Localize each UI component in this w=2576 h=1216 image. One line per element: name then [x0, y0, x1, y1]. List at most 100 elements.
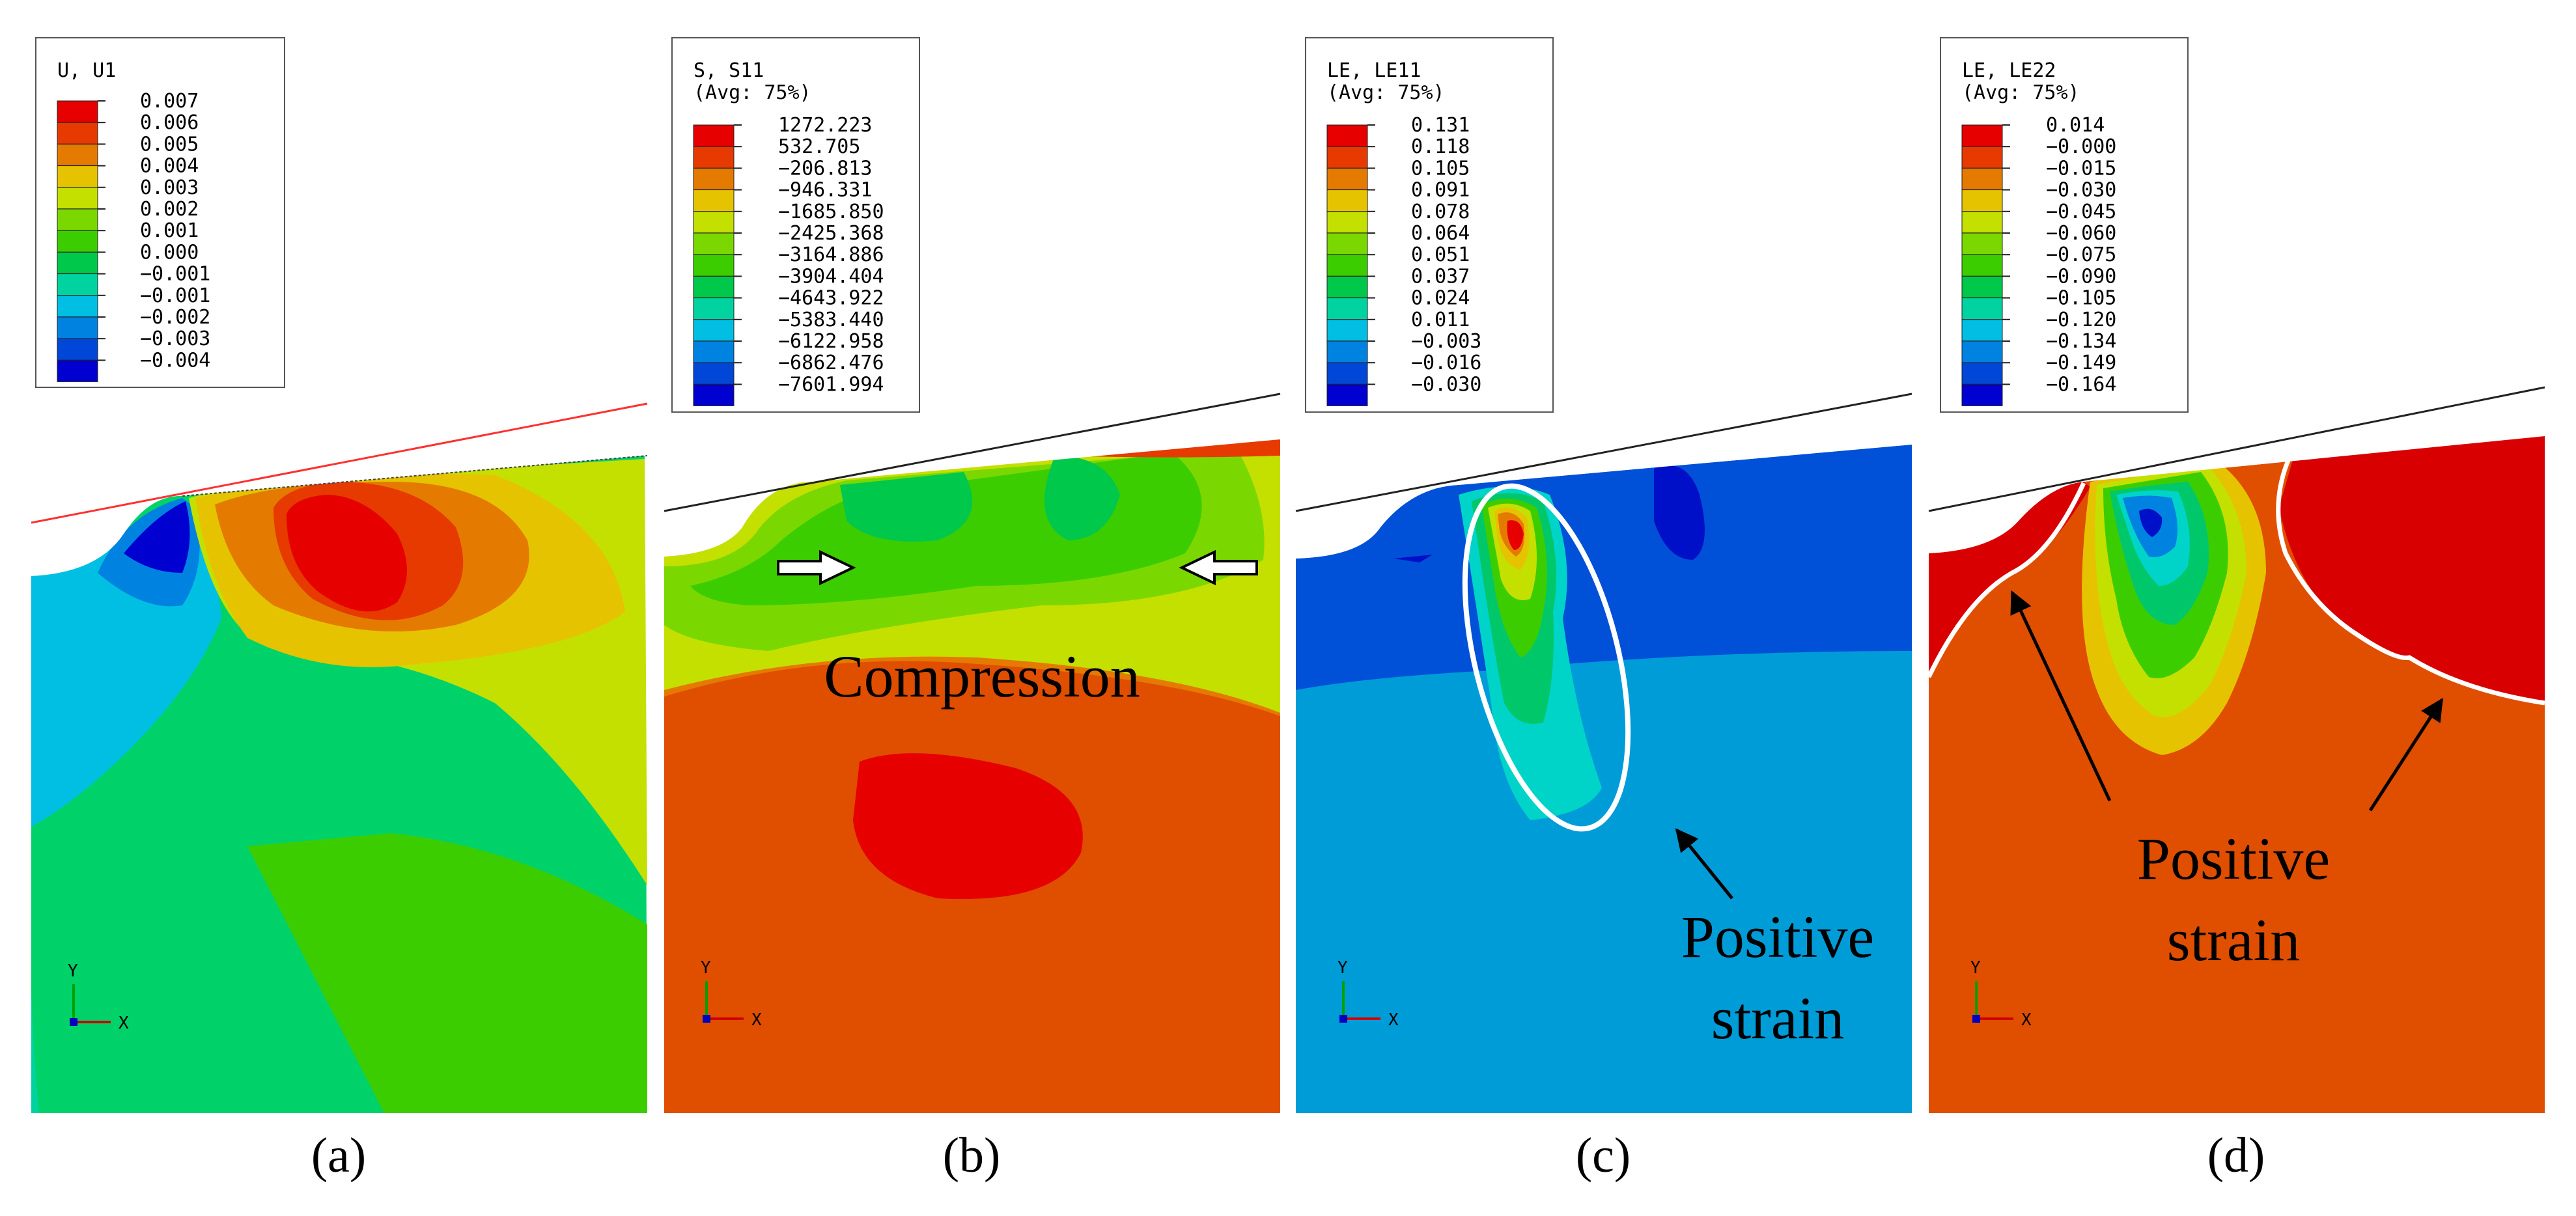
legend-value-a: 0.002: [140, 198, 199, 221]
legend-swatch-d: [1961, 319, 2003, 342]
legend-a: U, U1 0.0070.0060.0050.0040.0030.0020.00…: [35, 37, 285, 388]
positive-strain-arrow-d-right: [2368, 698, 2444, 812]
caption-a: (a): [311, 1128, 366, 1183]
legend-value-c: 0.064: [1411, 222, 1470, 245]
legend-swatch-d: [1961, 340, 2003, 363]
legend-swatch-b: [693, 146, 735, 169]
legend-value-b: −5383.440: [778, 309, 884, 331]
legend-value-b: −2425.368: [778, 222, 884, 245]
legend-value-d: −0.164: [2046, 373, 2116, 396]
legend-value-d: −0.030: [2046, 179, 2116, 202]
legend-swatch-c: [1326, 362, 1368, 385]
legend-value-a: 0.000: [140, 241, 199, 264]
legend-value-c: −0.030: [1411, 373, 1481, 396]
tool-edge-line-c: [1295, 393, 1912, 512]
legend-value-b: −6122.958: [778, 330, 884, 353]
legend-swatch-d: [1961, 383, 2003, 406]
legend-swatch-d: [1961, 124, 2003, 147]
legend-b: S, S11 (Avg: 75%) 1272.223532.705−206.81…: [671, 37, 920, 413]
axis-label-x-b: X: [751, 1010, 762, 1030]
legend-swatch-a: [57, 230, 98, 253]
legend-value-c: 0.037: [1411, 265, 1470, 288]
legend-value-a: −0.001: [140, 263, 210, 286]
legend-value-a: −0.001: [140, 284, 210, 307]
annotation-strain-c: strain: [1711, 985, 1844, 1051]
legend-swatch-d: [1961, 146, 2003, 169]
annotation-strain-d: strain: [2167, 907, 2300, 973]
caption-d: (d): [2207, 1128, 2265, 1183]
legend-swatch-a: [57, 187, 98, 210]
legend-swatch-d: [1961, 189, 2003, 212]
legend-swatch-b: [693, 189, 735, 212]
legend-swatch-b: [693, 232, 735, 255]
legend-value-b: −1685.850: [778, 200, 884, 223]
tool-edge-line-d: [1928, 386, 2545, 512]
legend-value-c: 0.024: [1411, 287, 1470, 310]
caption-b: (b): [943, 1128, 1001, 1183]
legend-value-a: 0.005: [140, 133, 199, 156]
panel-d: [1926, 386, 2545, 1113]
legend-value-a: −0.004: [140, 349, 210, 372]
legend-value-b: −6862.476: [778, 352, 884, 374]
legend-swatch-d: [1961, 362, 2003, 385]
legend-swatch-b: [693, 297, 735, 320]
legend-value-c: 0.105: [1411, 157, 1470, 180]
legend-swatch-c: [1326, 254, 1368, 277]
legend-swatch-a: [57, 338, 98, 361]
legend-swatch-b: [693, 254, 735, 277]
legend-swatch-b: [693, 340, 735, 363]
legend-value-a: −0.003: [140, 327, 210, 350]
legend-swatch-a: [57, 100, 98, 123]
axis-label-x-a: X: [119, 1014, 129, 1033]
legend-swatch-c: [1326, 319, 1368, 342]
legend-value-b: −7601.994: [778, 373, 884, 396]
legend-subtitle-b: (Avg: 75%): [693, 81, 811, 104]
legend-swatch-b: [693, 275, 735, 298]
legend-swatch-c: [1326, 167, 1368, 190]
tool-edge-line-a: [182, 455, 648, 497]
legend-title-c: LE, LE11: [1327, 59, 1421, 82]
legend-value-a: 0.007: [140, 90, 199, 113]
legend-title-b: S, S11: [693, 59, 764, 82]
positive-strain-boundary-left: [1926, 482, 2086, 678]
legend-subtitle-d: (Avg: 75%): [1962, 81, 2080, 104]
legend-value-d: −0.015: [2046, 157, 2116, 180]
contour-plot-d: [1929, 417, 2545, 1113]
legend-value-a: 0.003: [140, 176, 199, 199]
legend-swatch-b: [693, 124, 735, 147]
legend-value-d: −0.149: [2046, 352, 2116, 374]
legend-swatch-a: [57, 316, 98, 339]
legend-title-d: LE, LE22: [1962, 59, 2056, 82]
legend-swatch-a: [57, 359, 98, 382]
axis-label-x-d: X: [2021, 1010, 2032, 1030]
legend-value-d: −0.000: [2046, 135, 2116, 158]
legend-value-a: 0.006: [140, 111, 199, 134]
legend-swatch-a: [57, 165, 98, 188]
legend-value-c: 0.091: [1411, 179, 1470, 202]
annotation-positive-c: Positive: [1681, 904, 1874, 970]
legend-swatch-a: [57, 208, 98, 231]
legend-swatch-c: [1326, 146, 1368, 169]
compression-arrow-right: [1179, 549, 1258, 586]
legend-value-b: 1272.223: [778, 114, 873, 137]
contour-plot-c: [1296, 417, 1912, 1113]
legend-value-c: −0.003: [1411, 330, 1481, 353]
legend-value-b: −3164.886: [778, 243, 884, 266]
legend-value-b: −206.813: [778, 157, 873, 180]
axis-label-y-d: Y: [1970, 958, 1981, 978]
positive-strain-arrow-d-left: [2010, 590, 2112, 802]
legend-swatch-d: [1961, 297, 2003, 320]
legend-swatch-c: [1326, 211, 1368, 234]
legend-value-d: −0.134: [2046, 330, 2116, 353]
legend-subtitle-c: (Avg: 75%): [1327, 81, 1445, 104]
legend-d: LE, LE22 (Avg: 75%) 0.014−0.000−0.015−0.…: [1940, 37, 2189, 413]
panel-a: [31, 402, 648, 1113]
caption-c: (c): [1576, 1128, 1631, 1183]
legend-value-d: −0.075: [2046, 243, 2116, 266]
axis-triad-c: Y X: [1337, 958, 1399, 1030]
tool-edge-line-b: [664, 393, 1281, 512]
legend-swatch-c: [1326, 340, 1368, 363]
contour-plot-b: [664, 417, 1280, 1113]
legend-value-d: 0.014: [2046, 114, 2105, 137]
